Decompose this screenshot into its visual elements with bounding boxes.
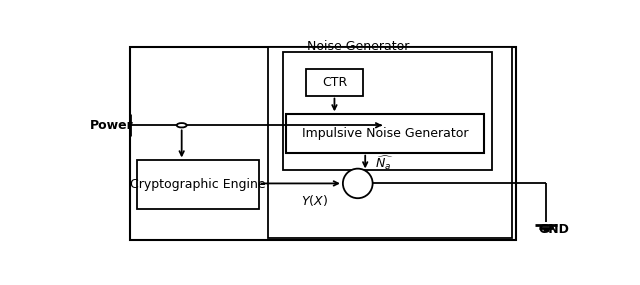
Text: Cryptographic Engine: Cryptographic Engine (130, 178, 266, 191)
Text: $\widehat{N_a}$: $\widehat{N_a}$ (375, 153, 394, 172)
Bar (269, 47, 511, 238)
Bar (286, 114, 484, 153)
Bar (306, 69, 363, 96)
Text: $Y(X)$: $Y(X)$ (301, 193, 328, 208)
Text: Power: Power (90, 119, 134, 132)
Text: Impulsive Noise Generator: Impulsive Noise Generator (302, 127, 468, 140)
Bar (137, 160, 259, 209)
Text: CTR: CTR (322, 76, 347, 89)
Circle shape (177, 123, 187, 127)
Text: GND: GND (538, 223, 569, 236)
Ellipse shape (343, 169, 372, 198)
Bar (129, 47, 516, 241)
Text: Noise Generator: Noise Generator (307, 40, 409, 53)
Bar (284, 52, 492, 170)
